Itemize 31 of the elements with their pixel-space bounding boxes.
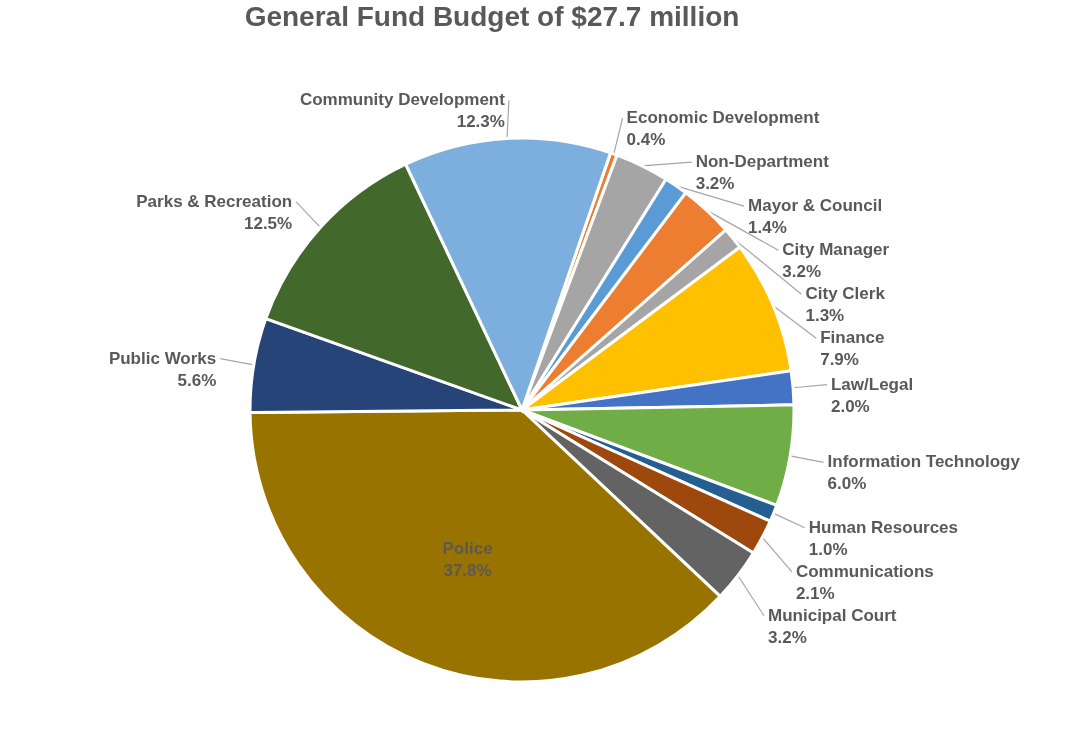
data-label: 7.9%: [820, 350, 859, 370]
slice-label: Law/Legal: [830, 374, 914, 394]
slice-label: Municipal Court: [768, 605, 897, 625]
data-label: 2.0%: [830, 396, 870, 416]
slice-label: Finance: [820, 328, 885, 348]
slice-label: Information Technology: [827, 452, 1021, 472]
data-label: 37.8%: [443, 561, 492, 581]
slice-label: Human Resources: [808, 517, 959, 537]
data-label: 2.1%: [795, 583, 835, 603]
data-label: 12.5%: [243, 213, 293, 233]
chart-title: General Fund Budget of $27.7 million: [244, 1, 740, 32]
data-label: 1.0%: [808, 539, 848, 559]
slice-label: Mayor & Council: [748, 196, 883, 216]
slice-label: Public Works: [108, 348, 217, 368]
data-label: 5.6%: [177, 370, 217, 390]
slice-label: Parks & Recreation: [136, 191, 293, 211]
data-label: 3.2%: [768, 627, 807, 647]
slice-label: Economic Development: [626, 108, 820, 128]
slice-label: Community Development: [299, 90, 506, 110]
slice-label: City Clerk: [805, 284, 886, 304]
slice-label: City Manager: [782, 240, 890, 260]
data-label: 1.3%: [805, 306, 845, 326]
data-label: 1.4%: [748, 218, 787, 238]
data-label: 0.4%: [626, 130, 666, 150]
slice-label: Non-Department: [695, 152, 830, 172]
data-label: 6.0%: [827, 474, 867, 494]
slice-label: Communications: [795, 561, 934, 581]
data-label: 12.3%: [456, 112, 505, 132]
data-label: 3.2%: [782, 262, 822, 282]
slice-label: Police: [442, 539, 493, 559]
data-label: 3.2%: [695, 174, 735, 194]
